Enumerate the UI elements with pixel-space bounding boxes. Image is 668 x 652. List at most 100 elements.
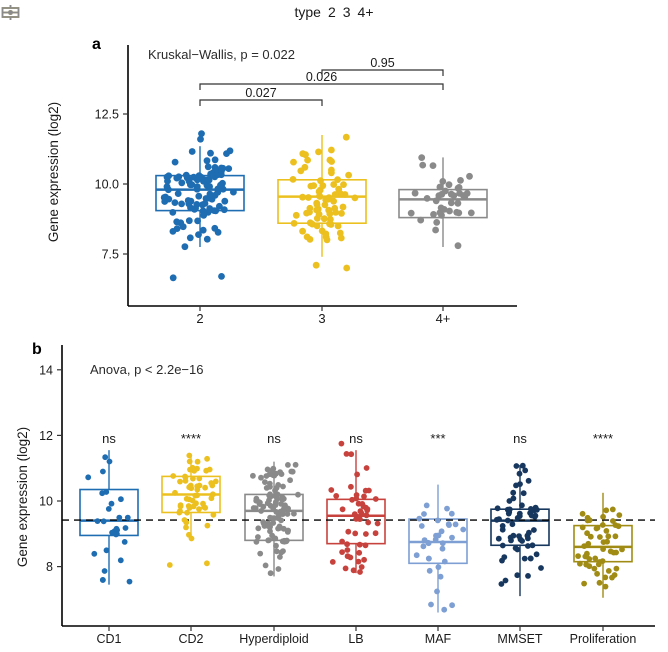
jitter-point	[613, 565, 620, 572]
jitter-point	[372, 530, 379, 537]
jitter-point	[216, 202, 223, 210]
jitter-point	[315, 188, 323, 195]
jitter-point	[519, 462, 526, 469]
jitter-point	[194, 217, 202, 225]
jitter-points-MMSET	[493, 462, 544, 587]
jitter-point	[362, 487, 369, 494]
jitter-point	[439, 545, 446, 552]
jitter-point	[519, 502, 525, 509]
jitter-point	[197, 135, 204, 143]
jitter-point	[527, 555, 534, 562]
jitter-point	[287, 477, 293, 484]
jitter-point	[274, 496, 281, 502]
jitter-point	[460, 192, 467, 199]
jitter-point	[441, 606, 448, 613]
jitter-point	[283, 538, 290, 545]
jitter-point	[362, 542, 369, 549]
jitter-point	[270, 520, 277, 526]
jitter-point	[519, 538, 525, 544]
jitter-point	[372, 496, 379, 502]
jitter-point	[273, 548, 280, 555]
jitter-point	[417, 216, 425, 224]
jitter-point	[432, 226, 439, 234]
jitter-point	[203, 235, 211, 243]
jitter-point	[261, 523, 268, 529]
jitter-point	[273, 542, 279, 549]
y-tick-label: 10	[39, 495, 53, 509]
jitter-point	[423, 502, 430, 509]
jitter-point	[328, 146, 335, 154]
jitter-point	[577, 560, 583, 567]
jitter-point	[342, 133, 350, 141]
jitter-point	[171, 199, 179, 207]
jitter-point	[198, 130, 205, 137]
jitter-point	[204, 455, 211, 462]
jitter-point	[332, 209, 340, 216]
jitter-point	[425, 555, 432, 562]
jitter-point	[435, 532, 442, 539]
jitter-point	[273, 470, 279, 477]
jitter-point	[611, 572, 618, 578]
jitter-point	[448, 510, 455, 517]
box-rect	[326, 498, 386, 545]
jitter-points-Hyperdiploid	[250, 461, 301, 577]
jitter-point	[436, 209, 444, 217]
jitter-point	[359, 501, 366, 507]
jitter-point	[299, 150, 307, 158]
legend-label-3: 3	[342, 4, 351, 20]
jitter-point	[177, 478, 183, 485]
comparison-p-value: 0.95	[370, 56, 394, 70]
jitter-point	[173, 218, 181, 226]
jitter-point	[324, 195, 332, 203]
x-category-label: MMSET	[497, 632, 543, 646]
jitter-point	[188, 181, 196, 189]
jitter-point	[321, 201, 329, 209]
jitter-points-Proliferation	[575, 506, 625, 590]
jitter-point	[169, 228, 177, 235]
jitter-point	[262, 479, 268, 485]
jitter-point	[437, 573, 444, 580]
jitter-point	[453, 208, 461, 216]
jitter-point	[177, 508, 183, 514]
jitter-point	[509, 521, 516, 528]
jitter-point	[596, 579, 603, 586]
jitter-point	[221, 197, 229, 205]
jitter-point	[207, 149, 214, 157]
jitter-point	[113, 525, 120, 532]
jitter-point	[284, 511, 291, 517]
x-category-label: Proliferation	[570, 632, 637, 646]
jitter-point	[602, 574, 609, 581]
jitter-point	[494, 505, 501, 512]
jitter-point	[105, 506, 112, 512]
jitter-point	[583, 561, 590, 568]
y-tick-label: 10.0	[95, 178, 119, 192]
jitter-point	[118, 496, 124, 503]
jitter-point	[101, 568, 108, 574]
jitter-point	[357, 569, 363, 575]
jitter-point	[605, 568, 612, 574]
jitter-point	[211, 156, 219, 164]
jitter-point	[187, 466, 193, 473]
jitter-point	[449, 602, 455, 609]
jitter-point	[182, 477, 189, 484]
y-tick-label: 14	[39, 363, 53, 377]
jitter-point	[85, 474, 92, 481]
jitter-point	[339, 549, 345, 555]
jitter-point	[292, 211, 300, 219]
jitter-point	[264, 466, 271, 473]
jitter-point	[177, 503, 184, 510]
jitter-point	[267, 528, 273, 535]
jitter-point	[210, 511, 217, 518]
jitter-point	[597, 534, 603, 540]
jitter-point	[269, 467, 276, 473]
jitter-point	[358, 564, 365, 570]
jitter-point	[586, 517, 593, 524]
jitter-point	[452, 521, 459, 528]
jitter-point	[441, 558, 448, 565]
jitter-point	[326, 210, 334, 218]
box-group-LB	[326, 450, 386, 574]
jitter-points-CD2	[166, 452, 219, 568]
jitter-point	[94, 518, 101, 524]
jitter-point	[299, 227, 306, 235]
jitter-point	[303, 209, 310, 217]
